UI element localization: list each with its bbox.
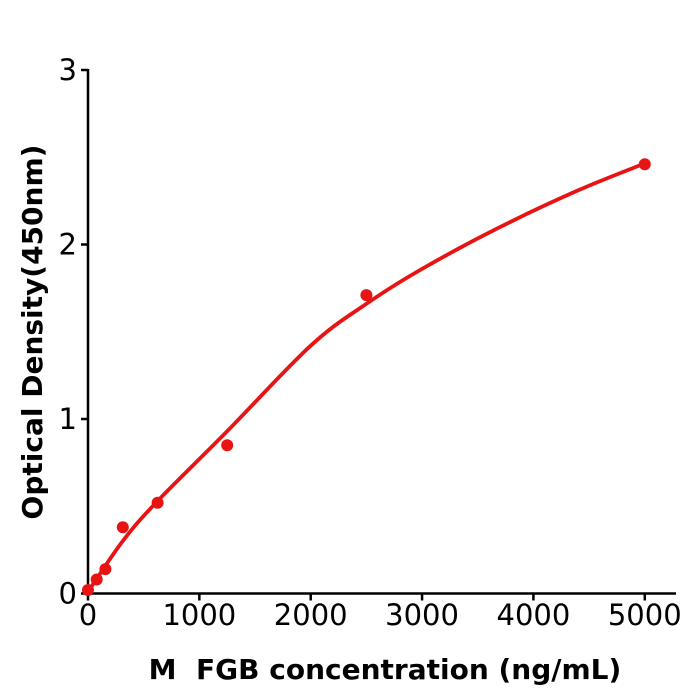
axis-tick-labels: 0 1000 2000 3000 4000 5000 0 1 2 3 bbox=[59, 53, 682, 632]
data-point bbox=[90, 573, 103, 586]
y-axis-label: Optical Density(450nm) bbox=[16, 145, 49, 520]
y-tick-label: 3 bbox=[59, 53, 77, 87]
data-point bbox=[99, 563, 112, 576]
axis-ticks bbox=[81, 68, 647, 601]
data-point bbox=[638, 158, 651, 171]
data-point bbox=[116, 521, 129, 534]
axes bbox=[86, 69, 676, 595]
data-point bbox=[360, 289, 373, 302]
fit-curve-line bbox=[86, 161, 647, 594]
x-axis-label: M FGB concentration (ng/mL) bbox=[149, 653, 622, 686]
x-tick-label: 3000 bbox=[385, 598, 459, 632]
x-tick-label: 1000 bbox=[162, 598, 236, 632]
data-point bbox=[151, 496, 164, 509]
x-tick-label: 2000 bbox=[274, 598, 348, 632]
data-point bbox=[82, 584, 94, 596]
x-tick-label: 0 bbox=[79, 598, 97, 632]
y-tick-label: 1 bbox=[59, 402, 77, 436]
y-tick-label: 0 bbox=[59, 577, 77, 611]
x-tick-label: 5000 bbox=[608, 598, 682, 632]
x-tick-label: 4000 bbox=[497, 598, 571, 632]
data-points bbox=[82, 158, 651, 596]
data-point bbox=[221, 439, 234, 452]
y-tick-label: 2 bbox=[59, 228, 77, 262]
